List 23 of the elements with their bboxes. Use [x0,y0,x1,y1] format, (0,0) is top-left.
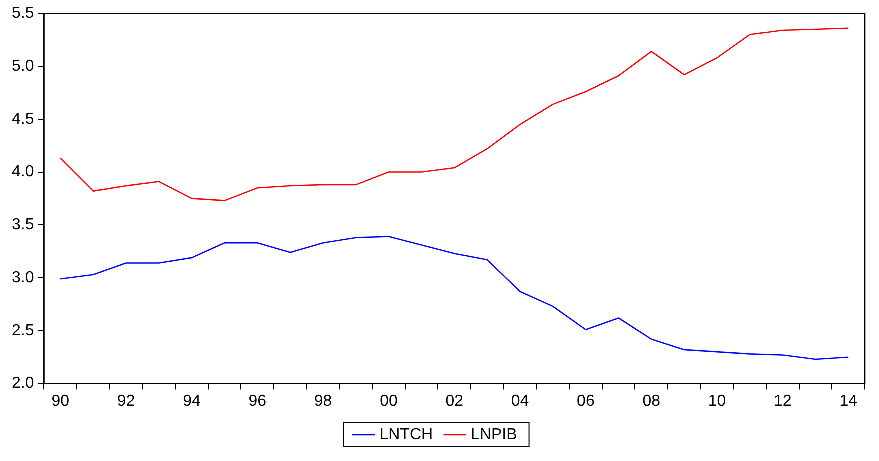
y-tick-label: 5.5 [12,5,34,22]
x-tick-label: 08 [642,392,661,410]
y-tick-label: 2.5 [12,322,34,340]
x-tick-label: 04 [511,392,530,410]
x-tick-label: 02 [446,392,464,410]
x-tick-label: 96 [248,392,267,410]
x-tick-label: 98 [314,392,332,410]
y-tick-label: 5.0 [12,58,34,75]
x-tick-label: 12 [774,392,792,410]
x-tick-label: 14 [840,392,858,410]
x-tick-label: 94 [183,392,201,410]
x-tick-label: 92 [117,392,136,410]
y-tick-label: 4.0 [12,164,34,181]
x-tick-label: 00 [380,392,398,410]
y-tick-label: 2.0 [12,375,34,392]
x-tick-label: 90 [52,392,70,410]
y-tick-label: 3.5 [12,216,34,234]
legend-label: LNTCH [380,426,434,444]
x-tick-label: 06 [577,392,595,410]
y-tick-label: 4.5 [12,110,34,128]
legend-label: LNPIB [471,426,518,444]
x-tick-label: 10 [708,392,726,410]
y-tick-label: 3.0 [12,269,34,286]
